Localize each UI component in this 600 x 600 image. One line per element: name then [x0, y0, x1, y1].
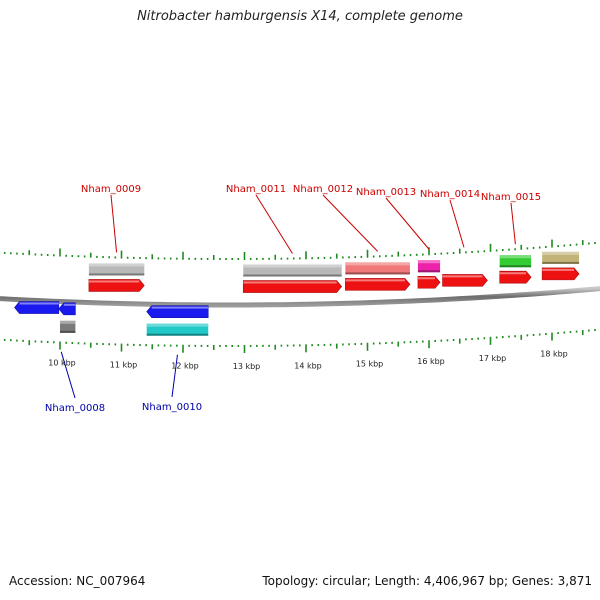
label-leader-line — [110, 194, 118, 253]
kbp-label: 10 kbp — [48, 359, 76, 368]
label-leader-line — [449, 199, 465, 248]
gene-label[interactable]: Nham_0010 — [142, 402, 202, 413]
kbp-label: 18 kbp — [540, 350, 568, 359]
map-title: Nitrobacter hamburgensis X14, complete g… — [137, 9, 463, 24]
feature-bar-shadow — [243, 274, 342, 277]
gene-label[interactable]: Nham_0014 — [420, 189, 480, 200]
kbp-label: 17 kbp — [479, 354, 507, 363]
feature-bar-shadow — [417, 270, 441, 273]
feature-bar — [499, 255, 532, 268]
feature-bar-shadow — [499, 265, 532, 268]
kbp-label: 11 kbp — [110, 361, 138, 370]
kbp-label: 13 kbp — [233, 362, 261, 371]
feature-bar-highlight — [345, 262, 410, 266]
feature-bar-shadow — [542, 261, 580, 264]
genome-backbone — [0, 286, 600, 308]
accession-text: Accession: NC_007964 — [9, 574, 146, 588]
feature-bar-shadow — [60, 330, 76, 333]
gene-label[interactable]: Nham_0009 — [81, 184, 141, 195]
kbp-label: 15 kbp — [356, 360, 384, 369]
feature-bar-shadow — [345, 272, 410, 275]
kbp-label: 16 kbp — [417, 357, 445, 366]
feature-bar-highlight — [243, 264, 342, 268]
feature-bar-highlight — [146, 323, 209, 327]
label-leader-line — [171, 354, 178, 398]
kbp-label: 12 kbp — [171, 362, 199, 371]
feature-bar-highlight — [542, 251, 580, 255]
gene-label[interactable]: Nham_0015 — [481, 192, 541, 203]
kbp-label: 14 kbp — [294, 361, 322, 370]
feature-bar-highlight — [60, 320, 76, 324]
feature-bar-highlight — [499, 255, 532, 259]
label-leader-line — [322, 194, 379, 252]
label-leader-line — [385, 197, 430, 250]
label-leader-line — [255, 194, 293, 254]
label-leader-line — [60, 351, 76, 399]
topology-text: Topology: circular; Length: 4,406,967 bp… — [262, 574, 592, 588]
label-leader-line — [510, 202, 516, 245]
gene-label[interactable]: Nham_0013 — [356, 187, 416, 198]
tick-marks — [3, 239, 596, 353]
feature-bar-shadow — [88, 273, 145, 276]
gene-label[interactable]: Nham_0012 — [293, 184, 353, 195]
feature-bar-highlight — [417, 260, 441, 264]
feature-bar-shadow — [146, 333, 209, 336]
gene-label[interactable]: Nham_0011 — [226, 184, 286, 195]
gene-track — [14, 267, 580, 318]
gene-label[interactable]: Nham_0008 — [45, 403, 105, 414]
gene-labels: Nham_0008 Nham_0009 Nham_0010 Nham_0011 Nham… — [45, 184, 541, 414]
feature-bar-highlight — [88, 263, 145, 267]
kbp-axis-labels: 10 kbp 11 kbp 12 kbp 13 kbp 14 kbp 15 kbp 16 k… — [48, 350, 568, 371]
feature-tracks — [60, 251, 580, 336]
